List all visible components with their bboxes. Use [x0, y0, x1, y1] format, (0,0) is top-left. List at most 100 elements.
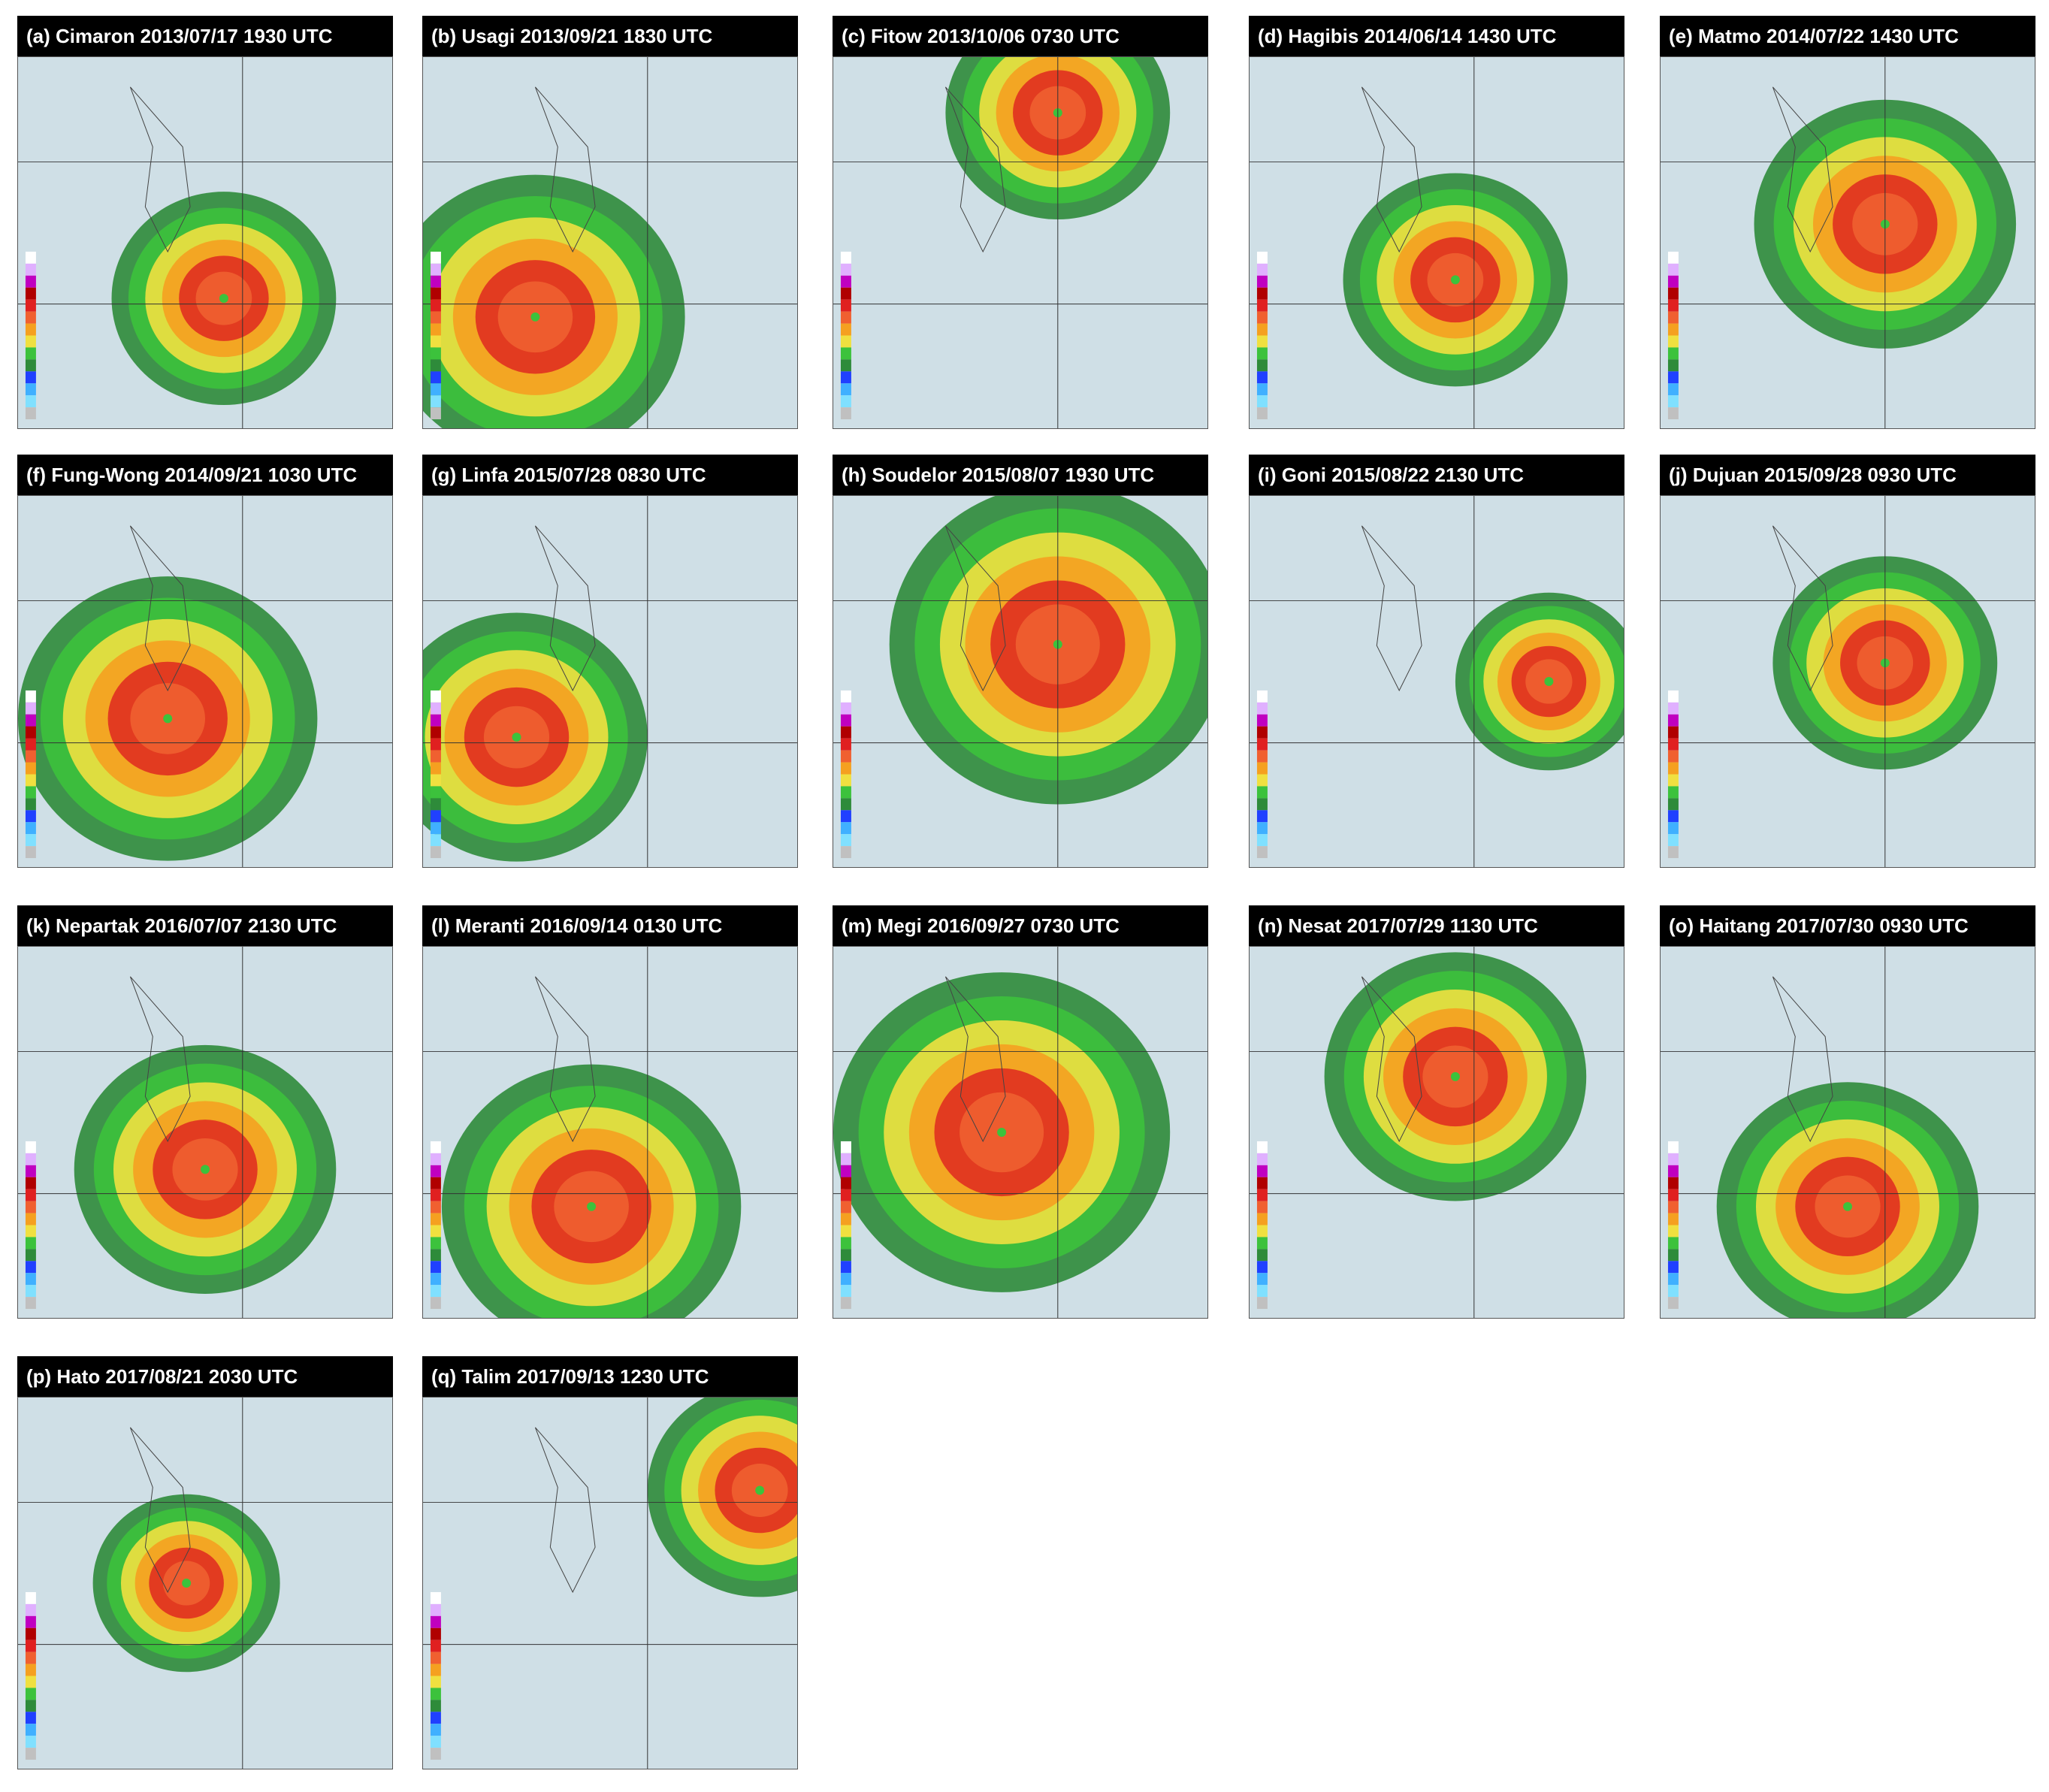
- colorbar-cell: [25, 1712, 36, 1724]
- colorbar-cell: [840, 251, 851, 264]
- colorbar-cell: [1256, 251, 1268, 264]
- colorbar-cell: [1667, 762, 1679, 775]
- colorbar-cell: [1667, 251, 1679, 264]
- colorbar-cell: [430, 1165, 441, 1177]
- colorbar-cell: [430, 407, 441, 420]
- colorbar-cell: [430, 263, 441, 276]
- colorbar-cell: [840, 1177, 851, 1189]
- colorbar-cell: [1667, 774, 1679, 787]
- colorbar-cell: [25, 810, 36, 823]
- colorbar-cell: [1667, 702, 1679, 715]
- colorbar-cell: [1256, 1165, 1268, 1177]
- colorbar-cell: [1667, 1153, 1679, 1165]
- colorbar-cell: [430, 383, 441, 396]
- colorbar-cell: [840, 774, 851, 787]
- colorbar-cell: [25, 762, 36, 775]
- panel-title: (c) Fitow 2013/10/06 0730 UTC: [833, 16, 1208, 56]
- colorbar-cell: [1667, 395, 1679, 408]
- radar-image: [833, 495, 1208, 868]
- colorbar-cell: [1256, 311, 1268, 324]
- radar-image: [1249, 56, 1624, 429]
- colorbar-cell: [1256, 395, 1268, 408]
- radar-panel: (a) Cimaron 2013/07/17 1930 UTC: [17, 16, 393, 429]
- colorbar-cell: [1256, 726, 1268, 739]
- colorbar-cell: [1667, 1213, 1679, 1225]
- coastline: [1772, 525, 1833, 692]
- colorbar-cell: [1667, 335, 1679, 348]
- radar-panel: (g) Linfa 2015/07/28 0830 UTC: [422, 455, 798, 868]
- colorbar-cell: [1256, 1201, 1268, 1213]
- colorbar-cell: [1667, 311, 1679, 324]
- radar-image: [1660, 56, 2035, 429]
- colorbar-cell: [430, 834, 441, 847]
- colorbar-cell: [430, 1225, 441, 1237]
- coastline: [944, 976, 1006, 1143]
- eye: [997, 1128, 1007, 1137]
- colorbar-cell: [25, 1591, 36, 1604]
- colorbar-cell: [25, 1261, 36, 1274]
- colorbar-cell: [430, 251, 441, 264]
- coastline: [534, 1427, 596, 1594]
- radar-image: [833, 56, 1208, 429]
- colorbar-cell: [25, 1736, 36, 1748]
- colorbar-cell: [840, 263, 851, 276]
- colorbar-cell: [25, 822, 36, 835]
- colorbar-cell: [1256, 1261, 1268, 1274]
- colorbar-cell: [1256, 846, 1268, 859]
- colorbar-cell: [840, 714, 851, 727]
- colorbar-cell: [840, 798, 851, 811]
- colorbar-cell: [1256, 822, 1268, 835]
- colorbar-cell: [25, 1201, 36, 1213]
- colorbar-cell: [1256, 714, 1268, 727]
- radar-image: [1660, 946, 2035, 1319]
- radar-image: [422, 946, 798, 1319]
- colorbar-cell: [1667, 383, 1679, 396]
- colorbar-cell: [25, 1664, 36, 1676]
- colorbar-cell: [25, 1748, 36, 1760]
- colorbar-cell: [1256, 1153, 1268, 1165]
- colorbar-cell: [430, 1603, 441, 1616]
- colorbar-cell: [25, 311, 36, 324]
- radar-image: [17, 1397, 393, 1769]
- colorbar-cell: [840, 311, 851, 324]
- colorbar-cell: [1667, 846, 1679, 859]
- colorbar-cell: [430, 1249, 441, 1262]
- colorbar-cell: [1667, 359, 1679, 372]
- colorbar-cell: [1667, 738, 1679, 751]
- colorbar-cell: [840, 383, 851, 396]
- radar-image: [1660, 495, 2035, 868]
- colorbar-cell: [1256, 750, 1268, 763]
- colorbar-cell: [25, 726, 36, 739]
- colorbar-cell: [1667, 1285, 1679, 1298]
- colorbar-cell: [430, 299, 441, 312]
- colorbar-cell: [1667, 299, 1679, 312]
- colorbar-cell: [1667, 798, 1679, 811]
- radar-panel: (d) Hagibis 2014/06/14 1430 UTC: [1249, 16, 1624, 429]
- coastline: [1361, 525, 1422, 692]
- colorbar-cell: [1256, 786, 1268, 799]
- panel-title: (g) Linfa 2015/07/28 0830 UTC: [422, 455, 798, 495]
- radar-panel: (e) Matmo 2014/07/22 1430 UTC: [1660, 16, 2035, 429]
- colorbar-cell: [840, 1273, 851, 1286]
- radar-panel: (f) Fung-Wong 2014/09/21 1030 UTC: [17, 455, 393, 868]
- colorbar-cell: [840, 750, 851, 763]
- colorbar-cell: [25, 690, 36, 703]
- colorbar-cell: [840, 1297, 851, 1310]
- colorbar-cell: [1667, 1177, 1679, 1189]
- colorbar-cell: [1256, 1273, 1268, 1286]
- colorbar-cell: [430, 1201, 441, 1213]
- panel-title: (b) Usagi 2013/09/21 1830 UTC: [422, 16, 798, 56]
- colorbar-cell: [1667, 275, 1679, 288]
- colorbar-cell: [25, 1213, 36, 1225]
- colorbar-cell: [25, 323, 36, 336]
- colorbar-cell: [430, 1639, 441, 1652]
- colorbar-cell: [25, 1153, 36, 1165]
- eye: [201, 1165, 210, 1174]
- colorbar-cell: [430, 846, 441, 859]
- colorbar-cell: [1256, 263, 1268, 276]
- colorbar-cell: [1256, 1249, 1268, 1262]
- colorbar-cell: [25, 335, 36, 348]
- colorbar-cell: [25, 1688, 36, 1700]
- colorbar-cell: [1667, 1249, 1679, 1262]
- panel-title: (d) Hagibis 2014/06/14 1430 UTC: [1249, 16, 1624, 56]
